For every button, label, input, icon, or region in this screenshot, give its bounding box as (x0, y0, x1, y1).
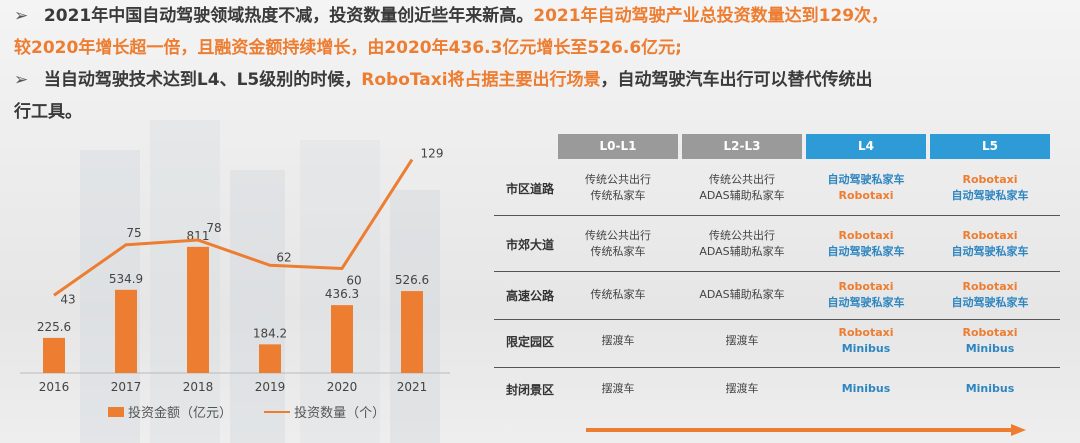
bullet-2: ➢ 当自动驾驶技术达到L4、L5级别的时候，RoboTaxi将占据主要出行场景，… (14, 64, 1074, 96)
bullet-2-text: 当自动驾驶技术达到L4、L5级别的时候， (43, 70, 362, 90)
bar-2021 (401, 291, 423, 373)
x-tick-2016: 2016 (39, 380, 70, 394)
line-label-2016: 43 (60, 292, 75, 306)
cell-限定园区-L4: Robotaxi Minibus (838, 326, 894, 355)
x-tick-2019: 2019 (255, 380, 286, 394)
bar-label-2020: 436.3 (325, 287, 359, 301)
bullet-1-line2: 较2020年增长超一倍，且融资金额持续增长，由2020年436.3亿元增长至52… (14, 38, 682, 58)
row-label-封闭景区: 封闭景区 (505, 383, 554, 397)
bar-2019 (259, 344, 281, 373)
col-header-L4: L4 (806, 134, 926, 159)
cell-封闭景区-L5: Minibus (965, 382, 1015, 395)
cell-高速公路-L0-L1: 传统私家车 (590, 288, 646, 301)
legend-line-label: 投资数量（个） (294, 406, 386, 421)
bar-label-2019: 184.2 (253, 326, 287, 340)
bullet-1: ➢ 2021年中国自动驾驶领域热度不减，投资数量创近些年来新高。2021年自动驾… (14, 0, 1074, 32)
progress-arrow-icon (586, 424, 1026, 436)
line-label-2019: 62 (276, 250, 291, 264)
cell-市郊大道-L0-L1: 传统公共出行 传统私家车 (585, 229, 651, 258)
col-header-L2-L3: L2-L3 (682, 134, 802, 159)
bar-2016 (43, 337, 65, 373)
cell-市区道路-L4: 自动驾驶私家车 Robotaxi (827, 173, 905, 202)
line-investment-count (53, 158, 414, 297)
bullet-arrow-icon: ➢ (14, 70, 29, 90)
bullet-2-highlight: RoboTaxi将占据主要出行场景 (361, 70, 601, 90)
row-label-市郊大道: 市郊大道 (505, 238, 554, 252)
bullet-1-text: 2021年中国自动驾驶领域热度不减，投资数量创近些年来新高。 (43, 6, 534, 26)
col-header-L0-L1: L0-L1 (558, 134, 678, 159)
bullet-text-block: ➢ 2021年中国自动驾驶领域热度不减，投资数量创近些年来新高。2021年自动驾… (14, 0, 1074, 128)
line-label-2017: 75 (126, 226, 141, 240)
bar-2017 (115, 289, 137, 373)
line-label-2018: 78 (206, 221, 221, 235)
x-tick-2020: 2020 (327, 380, 358, 394)
cell-市区道路-L2-L3: 传统公共出行 ADAS辅助私家车 (699, 173, 785, 202)
row-label-限定园区: 限定园区 (505, 335, 554, 349)
bullet-1-highlight: 2021年自动驾驶产业总投资数量达到129次， (533, 6, 889, 26)
row-label-市区道路: 市区道路 (505, 182, 554, 196)
cell-限定园区-L0-L1: 摆渡车 (601, 334, 635, 347)
cell-限定园区-L2-L3: 摆渡车 (725, 334, 759, 347)
chart-legend: 投资金额（亿元） 投资数量（个） (108, 402, 385, 421)
row-separator (494, 271, 1060, 272)
bullet-arrow-icon: ➢ (14, 6, 29, 26)
bar-2018 (187, 246, 209, 373)
line-label-2020: 60 (346, 273, 361, 287)
cell-高速公路-L4: Robotaxi 自动驾驶私家车 (827, 280, 905, 309)
x-tick-2017: 2017 (111, 380, 142, 394)
cell-高速公路-L2-L3: ADAS辅助私家车 (699, 288, 785, 301)
row-label-高速公路: 高速公路 (505, 289, 554, 303)
cell-封闭景区-L4: Minibus (841, 382, 891, 395)
row-separator (494, 215, 1060, 216)
cell-封闭景区-L0-L1: 摆渡车 (601, 382, 635, 395)
cell-封闭景区-L2-L3: 摆渡车 (725, 382, 759, 395)
autonomy-level-table: L0-L1 L2-L3 L4 L5 市区道路 传统公共出行 传统私家车 传统公共出行 ADAS辅… (494, 134, 1060, 439)
row-separator (494, 367, 1060, 368)
row-separator (494, 319, 1060, 320)
col-header-L5: L5 (930, 134, 1050, 159)
bar-label-2021: 526.6 (395, 273, 429, 287)
x-tick-2018: 2018 (183, 380, 214, 394)
bullet-2-text-tail: ，自动驾驶汽车出行可以替代传统出 (600, 70, 873, 90)
cell-市郊大道-L5: Robotaxi 自动驾驶私家车 (951, 229, 1029, 258)
cell-限定园区-L5: Robotaxi Minibus (962, 326, 1018, 355)
bullet-2-line2: 行工具。 (14, 102, 82, 122)
cell-市区道路-L5: Robotaxi 自动驾驶私家车 (951, 173, 1029, 202)
bar-2020 (331, 305, 353, 373)
x-tick-2021: 2021 (397, 380, 428, 394)
cell-市郊大道-L2-L3: 传统公共出行 ADAS辅助私家车 (699, 229, 785, 258)
legend-bar-swatch (108, 406, 124, 417)
cell-市郊大道-L4: Robotaxi 自动驾驶私家车 (827, 229, 905, 258)
bar-label-2016: 225.6 (37, 320, 71, 334)
bar-label-2017: 534.9 (109, 272, 143, 286)
legend-line-swatch (264, 410, 291, 413)
legend-bar-label: 投资金额（亿元） (128, 406, 233, 421)
line-label-2021: 129 (421, 147, 444, 161)
cell-市区道路-L0-L1: 传统公共出行 传统私家车 (585, 173, 651, 202)
investment-chart: 225.62016534.920178112018184.22019436.32… (20, 147, 450, 394)
cell-高速公路-L5: Robotaxi 自动驾驶私家车 (951, 280, 1029, 309)
